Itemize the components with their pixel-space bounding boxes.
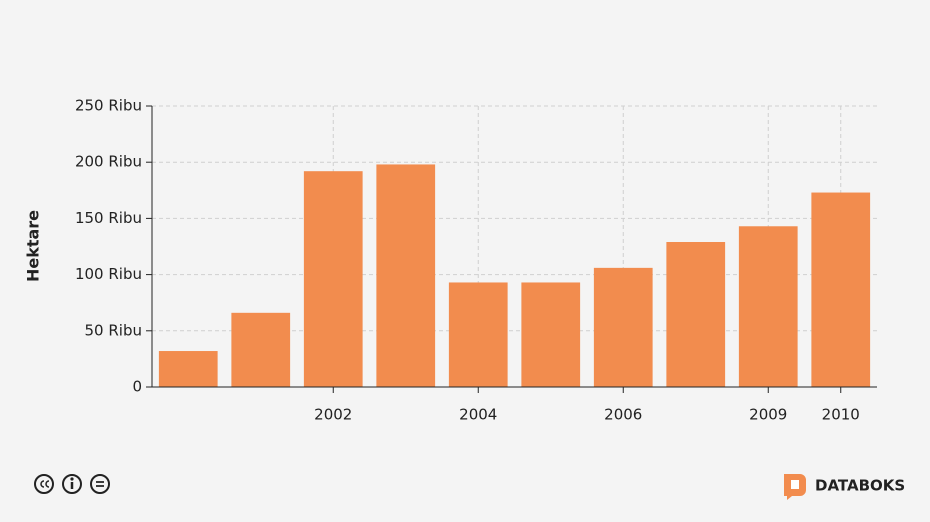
bar [448, 282, 508, 387]
brand-logo [784, 474, 806, 500]
bar [521, 282, 581, 387]
bar [231, 312, 291, 387]
y-tick-label: 200 Ribu [75, 153, 142, 171]
x-tick-label: 2009 [749, 406, 787, 424]
y-tick-label: 50 Ribu [85, 321, 142, 339]
brand-name: DATABOKS [815, 477, 905, 495]
y-tick-label: 150 Ribu [75, 209, 142, 227]
x-tick-label: 2002 [314, 406, 352, 424]
bar [593, 267, 653, 387]
x-tick-label: 2006 [604, 406, 642, 424]
x-tick-label: 2004 [459, 406, 497, 424]
bar [666, 242, 726, 387]
license-icons [34, 474, 110, 494]
bar [738, 226, 798, 387]
bar [811, 192, 871, 387]
y-tick-label: 250 Ribu [75, 97, 142, 115]
bar [376, 164, 436, 387]
x-tick-label: 2010 [822, 406, 860, 424]
bar [303, 171, 363, 387]
bar [158, 351, 218, 387]
y-axis-label: Hektare [24, 210, 43, 282]
y-tick-label: 100 Ribu [75, 265, 142, 283]
y-tick-label: 0 [132, 378, 142, 396]
